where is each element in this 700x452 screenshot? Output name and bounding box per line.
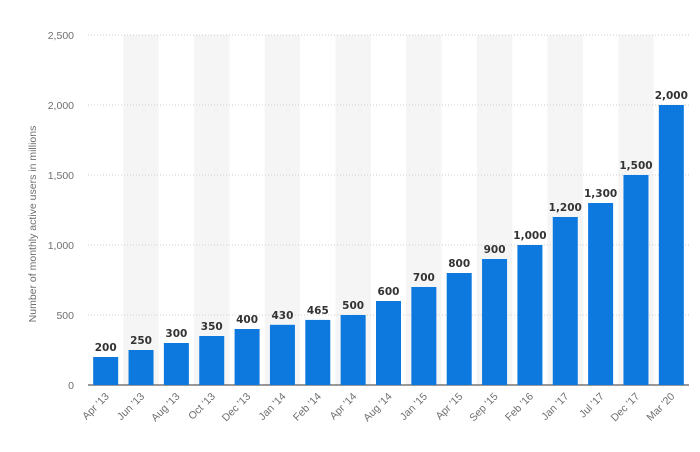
y-axis-ticks: 0 500 1,000 1,500 2,000 2,500 (48, 30, 74, 392)
x-tick-label: Jun '13 (115, 391, 147, 423)
x-tick-label: Dec '13 (220, 391, 254, 425)
data-label: 465 (307, 305, 329, 317)
data-label: 350 (201, 321, 223, 333)
data-label: 1,300 (584, 188, 617, 200)
data-label: 250 (130, 335, 152, 347)
y-tick-label: 500 (56, 310, 74, 322)
data-labels: 200 250 300 350 400 430 465 500 600 700 800 900 1,00… (95, 90, 688, 354)
x-tick-label: Sep '15 (467, 391, 501, 425)
bar (93, 357, 119, 385)
bar (623, 175, 649, 385)
bar (517, 245, 543, 385)
x-tick-label: Aug '14 (361, 391, 395, 425)
data-label: 2,000 (655, 90, 688, 102)
bar (658, 105, 684, 385)
data-label: 400 (236, 314, 258, 326)
y-tick-label: 2,500 (48, 30, 74, 42)
x-tick-label: Apr '13 (80, 391, 112, 423)
bar (340, 315, 366, 385)
data-label: 1,500 (619, 160, 652, 172)
x-tick-label: Jan '17 (539, 391, 571, 423)
data-label: 300 (165, 328, 187, 340)
bar (269, 324, 295, 385)
data-label: 500 (342, 300, 364, 312)
x-tick-label: Oct '13 (186, 391, 218, 423)
bar (411, 287, 437, 385)
data-label: 700 (413, 272, 435, 284)
data-label: 1,000 (513, 230, 546, 242)
data-label: 430 (271, 310, 293, 322)
bar (446, 273, 472, 385)
bar (163, 343, 189, 385)
bar (552, 217, 578, 385)
background-band (123, 35, 159, 385)
x-tick-label: Jul '17 (577, 391, 607, 421)
y-axis-title: Number of monthly active users in millio… (27, 126, 39, 323)
y-tick-label: 1,500 (48, 170, 74, 182)
x-tick-label: Mar '20 (644, 391, 677, 424)
y-tick-label: 2,000 (48, 100, 74, 112)
bar (305, 319, 331, 385)
data-label: 800 (448, 258, 470, 270)
x-tick-label: Dec '17 (609, 391, 643, 425)
x-tick-label: Apr '14 (327, 391, 359, 423)
x-tick-label: Aug '13 (149, 391, 183, 425)
x-axis-ticks: Apr '13 Jun '13 Aug '13 Oct '13 Dec '13 Jan '… (80, 391, 678, 425)
bar (482, 259, 508, 385)
x-tick-label: Feb '14 (291, 391, 324, 424)
data-label: 200 (95, 342, 117, 354)
bar (199, 336, 225, 385)
x-tick-label: Feb '16 (503, 391, 536, 424)
y-tick-label: 0 (68, 380, 74, 392)
background-band (194, 35, 230, 385)
x-tick-label: Apr '15 (434, 391, 466, 423)
data-label: 600 (378, 286, 400, 298)
y-tick-label: 1,000 (48, 240, 74, 252)
x-tick-label: Jan '14 (256, 391, 288, 423)
bar (234, 329, 260, 385)
x-tick-label: Jan '15 (398, 391, 430, 423)
bar (588, 203, 614, 385)
bars (93, 105, 684, 385)
bar (376, 301, 401, 385)
bar (128, 350, 154, 385)
data-label: 1,200 (549, 202, 582, 214)
data-label: 900 (484, 244, 506, 256)
